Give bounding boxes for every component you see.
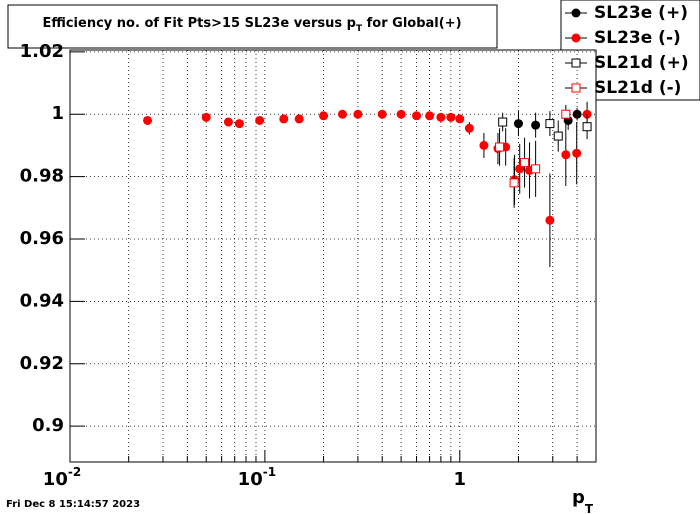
data-point <box>337 109 347 119</box>
x-tick-exponent: -2 <box>68 465 81 479</box>
data-point <box>495 142 505 152</box>
data-point <box>479 140 489 150</box>
y-tick-label: 1 <box>51 103 64 124</box>
legend-label: SL23e (+) <box>594 3 688 23</box>
x-tick-exponent: -1 <box>263 465 276 479</box>
data-point <box>561 150 571 160</box>
legend-marker <box>571 33 581 43</box>
legend-label: SL21d (-) <box>594 78 681 98</box>
data-point <box>436 112 446 122</box>
data-point <box>255 115 265 125</box>
data-point <box>509 178 519 188</box>
y-tick-label: 0.94 <box>20 290 64 311</box>
title-part: Efficiency no. of Fit Pts>15 SL23e versu… <box>42 16 356 31</box>
data-point <box>319 111 329 121</box>
x-tick-label: 10-1 <box>238 465 276 491</box>
data-point <box>294 114 304 124</box>
data-point <box>396 109 406 119</box>
data-point <box>377 109 387 119</box>
chart-title: Efficiency no. of Fit Pts>15 SL23e versu… <box>42 16 461 34</box>
data-point <box>531 164 541 174</box>
y-tick-label: 0.98 <box>20 166 64 187</box>
data-point <box>234 119 244 129</box>
data-point <box>545 215 555 225</box>
data-point <box>561 109 571 119</box>
x-tick-base: 10 <box>43 469 68 490</box>
legend-label: SL21d (+) <box>594 53 689 73</box>
title-sub: T <box>356 24 363 34</box>
data-point <box>572 109 582 119</box>
x-tick-base: 10 <box>238 469 263 490</box>
data-point <box>425 111 435 121</box>
data-point <box>464 123 474 133</box>
data-point <box>353 109 363 119</box>
data-point <box>531 120 541 130</box>
footer-date: Fri Dec 8 15:14:57 2023 <box>6 499 140 510</box>
data-point <box>513 119 523 129</box>
data-point <box>553 131 563 141</box>
data-point <box>143 115 153 125</box>
data-point <box>455 114 465 124</box>
x-axis-label: pT <box>572 487 594 514</box>
data-point <box>545 119 555 129</box>
x-tick-label: 10-2 <box>43 465 81 491</box>
legend-marker <box>571 8 581 18</box>
y-tick-label: 0.96 <box>20 228 64 249</box>
x-label-sub: T <box>585 502 594 514</box>
title-box <box>7 4 498 49</box>
x-tick-label: 1 <box>454 469 467 490</box>
data-point <box>572 148 582 158</box>
data-point <box>446 112 456 122</box>
data-point <box>279 114 289 124</box>
y-tick-label: 1.02 <box>20 41 64 62</box>
y-tick-label: 0.9 <box>32 415 64 436</box>
data-point <box>412 111 422 121</box>
y-tick-label: 0.92 <box>20 353 64 374</box>
data-point <box>201 112 211 122</box>
data-point <box>582 122 592 132</box>
x-label-main: p <box>572 487 585 508</box>
plot-frame <box>69 49 597 463</box>
data-point <box>498 117 508 127</box>
data-point <box>223 117 233 127</box>
legend-label: SL23e (-) <box>594 28 681 48</box>
legend-marker <box>571 58 581 68</box>
data-point <box>520 158 530 168</box>
title-part: for Global(+) <box>362 16 461 31</box>
legend-marker <box>571 83 581 93</box>
